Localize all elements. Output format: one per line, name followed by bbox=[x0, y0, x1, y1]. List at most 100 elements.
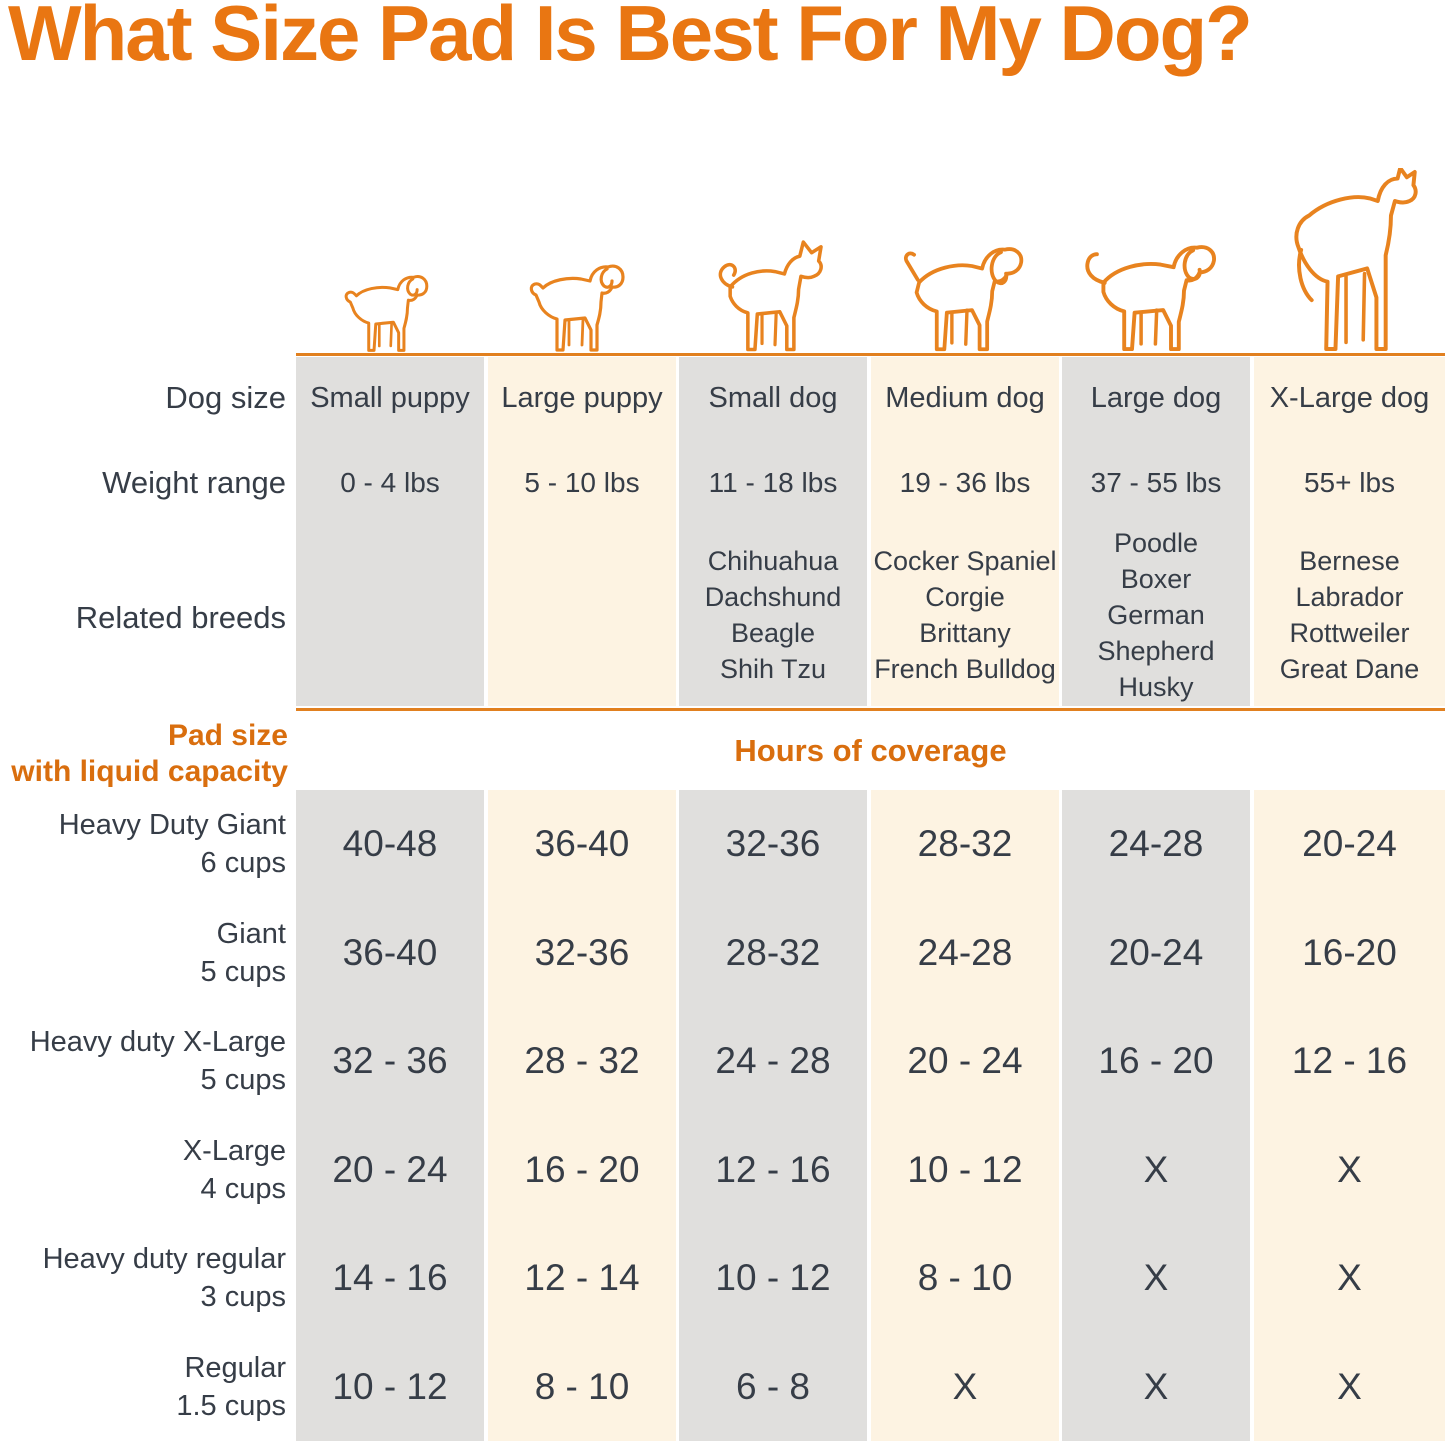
weight-cell: 37 - 55 lbs bbox=[1090, 467, 1222, 498]
pad-capacity: 1.5 cups bbox=[176, 1390, 286, 1422]
hours-cell: 16-20 bbox=[1302, 932, 1397, 973]
weight-cell: 19 - 36 lbs bbox=[899, 467, 1031, 498]
breed: Labrador bbox=[1295, 582, 1404, 612]
col-header: Small puppy bbox=[310, 381, 470, 414]
breeds-cell: Cocker Spaniel Corgie Brittany French Bu… bbox=[871, 530, 1059, 700]
hours-cell: 32 - 36 bbox=[332, 1040, 448, 1081]
hours-cell: X bbox=[1143, 1257, 1169, 1298]
pad-capacity: 5 cups bbox=[200, 1064, 286, 1096]
column-stripe bbox=[679, 357, 867, 706]
weight-cell: 5 - 10 lbs bbox=[524, 467, 640, 498]
hours-of-coverage-header: Hours of coverage bbox=[734, 733, 1007, 768]
hours-cell: 12 - 16 bbox=[1291, 1040, 1408, 1081]
hours-cell: 20 - 24 bbox=[907, 1040, 1023, 1081]
breeds-cell: Poodle Boxer German Shepherd Husky bbox=[1072, 525, 1240, 705]
hours-cell: 28-32 bbox=[725, 932, 821, 973]
breed: French Bulldog bbox=[874, 654, 1056, 684]
page-title: What Size Pad Is Best For My Dog? bbox=[8, 0, 1253, 77]
column-stripe bbox=[296, 357, 484, 706]
pad-size-name: Heavy duty regular bbox=[42, 1243, 286, 1275]
pad-capacity: 5 cups bbox=[200, 956, 286, 988]
hours-cell: X bbox=[1143, 1366, 1169, 1407]
hours-cell: 24 - 28 bbox=[715, 1040, 831, 1081]
column-stripe bbox=[1062, 357, 1250, 706]
weight-cell: 55+ lbs bbox=[1303, 467, 1396, 498]
column-stripe bbox=[871, 790, 1059, 1441]
breed: Cocker Spaniel bbox=[873, 546, 1057, 576]
hours-cell: 14 - 16 bbox=[332, 1257, 448, 1298]
breed: Bernese bbox=[1299, 546, 1400, 576]
pad-row-label: Heavy duty regular 3 cups bbox=[0, 1224, 286, 1332]
hours-cell: X bbox=[952, 1366, 978, 1407]
hours-cell: 8 - 10 bbox=[917, 1257, 1013, 1298]
pad-row-label: Giant 5 cups bbox=[0, 899, 286, 1007]
col-header: Small dog bbox=[708, 381, 838, 414]
hours-cell: 28-32 bbox=[917, 823, 1013, 864]
column-stripe bbox=[1062, 790, 1250, 1441]
breed: Dachshund bbox=[704, 582, 842, 612]
pad-row-label: Heavy Duty Giant 6 cups bbox=[0, 790, 286, 898]
breed: Great Dane bbox=[1279, 654, 1420, 684]
breed: Rottweiler bbox=[1289, 618, 1410, 648]
hours-cell: 16 - 20 bbox=[524, 1149, 640, 1190]
hours-cell: 24-28 bbox=[917, 932, 1013, 973]
pad-size-header: Pad size with liquid capacity bbox=[0, 718, 288, 790]
hours-cell: 20-24 bbox=[1302, 823, 1397, 864]
pad-row-label: Regular 1.5 cups bbox=[0, 1333, 286, 1441]
breed: Beagle bbox=[730, 618, 816, 648]
breed: Boxer bbox=[1120, 564, 1192, 594]
hours-cell: 10 - 12 bbox=[332, 1366, 448, 1407]
col-header: Large puppy bbox=[501, 381, 663, 414]
hours-cell: 40-48 bbox=[342, 823, 438, 864]
pad-row-label: X-Large 4 cups bbox=[0, 1116, 286, 1224]
row-label-weight-range: Weight range bbox=[102, 465, 286, 500]
pad-size-name: Heavy Duty Giant bbox=[58, 809, 286, 841]
small-dog-icon bbox=[718, 240, 823, 352]
hours-cell: 28 - 32 bbox=[524, 1040, 640, 1081]
hours-cell: 12 - 14 bbox=[524, 1257, 640, 1298]
pad-size-name: Regular bbox=[184, 1352, 286, 1384]
pad-row-label: Heavy duty X-Large 5 cups bbox=[0, 1007, 286, 1115]
row-label-dog-size: Dog size bbox=[165, 380, 286, 415]
weight-cell: 11 - 18 lbs bbox=[708, 467, 838, 498]
large-dog-icon bbox=[1085, 245, 1216, 352]
column-stripe bbox=[679, 790, 867, 1441]
hours-cell: 8 - 10 bbox=[534, 1366, 630, 1407]
breed: Brittany bbox=[919, 618, 1011, 648]
pad-capacity: 3 cups bbox=[200, 1281, 286, 1313]
medium-dog-icon bbox=[904, 247, 1024, 352]
section-divider-rule bbox=[296, 708, 1445, 711]
hours-cell: 32-36 bbox=[725, 823, 821, 864]
col-header: X-Large dog bbox=[1269, 381, 1430, 414]
hours-cell: 10 - 12 bbox=[907, 1149, 1023, 1190]
hours-cell: 10 - 12 bbox=[715, 1257, 831, 1298]
breed: Husky bbox=[1118, 672, 1194, 702]
column-stripe bbox=[1254, 357, 1445, 706]
col-header: Large dog bbox=[1090, 381, 1222, 414]
hours-cell: X bbox=[1337, 1149, 1362, 1190]
column-stripe bbox=[871, 357, 1059, 706]
hours-cell: X bbox=[1337, 1257, 1362, 1298]
breed: German Shepherd bbox=[1097, 600, 1215, 666]
breed: Poodle bbox=[1113, 528, 1199, 558]
hours-cell: 32-36 bbox=[534, 932, 630, 973]
hours-cell: 20-24 bbox=[1108, 932, 1204, 973]
pad-size-name: Heavy duty X-Large bbox=[29, 1026, 286, 1058]
hours-cell: X bbox=[1143, 1149, 1169, 1190]
breed: Corgie bbox=[925, 582, 1005, 612]
large-puppy-icon bbox=[529, 264, 625, 352]
column-stripe bbox=[1254, 790, 1445, 1441]
pad-size-name: Giant bbox=[216, 918, 286, 950]
pad-size-header-line1: Pad size bbox=[167, 719, 288, 752]
pad-capacity: 6 cups bbox=[200, 847, 286, 879]
hours-cell: 36-40 bbox=[534, 823, 630, 864]
row-label-related-breeds: Related breeds bbox=[75, 600, 286, 635]
column-stripe bbox=[488, 357, 676, 706]
pad-size-header-line2: with liquid capacity bbox=[11, 755, 288, 788]
hours-cell: 20 - 24 bbox=[332, 1149, 448, 1190]
pad-capacity: 4 cups bbox=[200, 1173, 286, 1205]
dogs-baseline-rule bbox=[296, 353, 1445, 356]
breeds-cell: Bernese Labrador Rottweiler Great Dane bbox=[1254, 530, 1445, 700]
breed: Chihuahua bbox=[707, 546, 839, 576]
